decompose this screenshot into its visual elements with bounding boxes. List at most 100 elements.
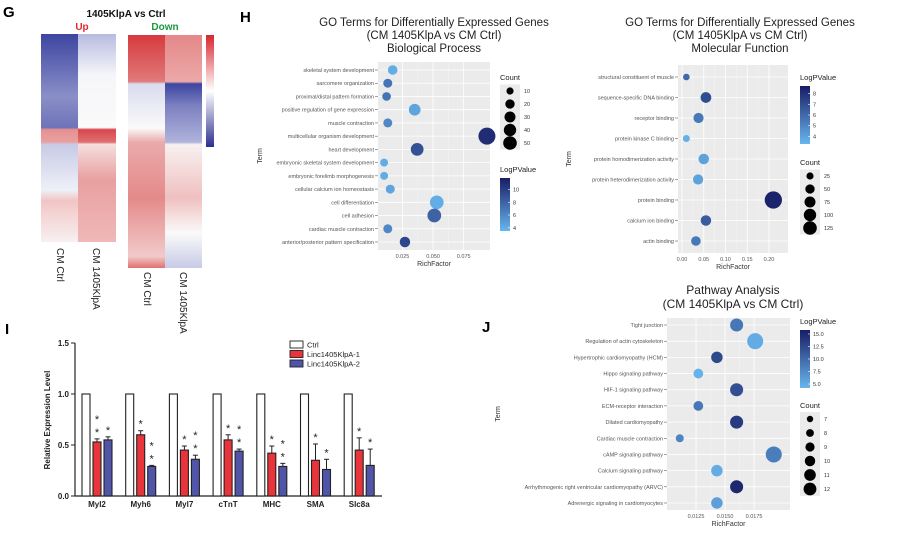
significance-star: * xyxy=(139,419,144,431)
category-label: Myl7 xyxy=(176,500,194,509)
count-legend-dot xyxy=(805,442,815,452)
bubble-point xyxy=(711,497,723,509)
term-label: HIF-1 signaling pathway xyxy=(604,388,663,394)
bar-linc1405klpa-2 xyxy=(234,450,244,497)
logp-legend-label: 7 xyxy=(813,102,816,108)
bubble-point xyxy=(747,333,764,350)
legend-swatch xyxy=(289,340,304,349)
term-label: Adrenergic signaling in cardiomyocytes xyxy=(568,501,664,507)
significance-star: * xyxy=(193,443,198,455)
panel-label-g: G xyxy=(3,4,15,21)
bubble-point xyxy=(693,112,704,124)
x-tick-label: 0.00 xyxy=(677,257,688,263)
term-label: calcium ion binding xyxy=(627,219,674,225)
bubble-point xyxy=(380,158,389,167)
logp-legend-label: 7.5 xyxy=(813,370,821,376)
term-label: proximal/distal pattern formation xyxy=(296,94,374,100)
bubble-point xyxy=(700,92,712,103)
bubble-point xyxy=(700,215,712,226)
bar-ctrl xyxy=(212,393,222,497)
count-legend-title: Count xyxy=(500,73,521,82)
bubble-point xyxy=(399,236,411,248)
chart-title: GO Terms for Differentially Expressed Ge… xyxy=(625,17,855,29)
category-label: SMA xyxy=(307,500,325,509)
x-tick-label: 0.075 xyxy=(457,254,471,260)
heatmap-colorbar xyxy=(206,35,214,147)
term-label: protein binding xyxy=(638,198,674,204)
term-label: Calcium signaling pathway xyxy=(598,469,663,475)
significance-star: * xyxy=(237,437,242,449)
bar-ctrl xyxy=(125,393,135,497)
x-tick-label: 0.025 xyxy=(396,254,410,260)
bar-linc1405klpa-2 xyxy=(365,464,375,497)
chart-title: Biological Process xyxy=(387,43,481,55)
y-tick-label: 0.5 xyxy=(58,441,70,450)
bar-linc1405klpa-2 xyxy=(278,465,288,497)
heatmap-up-label: Up xyxy=(75,22,88,33)
bubble-point xyxy=(387,65,398,75)
bubble-point xyxy=(427,208,442,223)
count-legend-dot xyxy=(504,111,516,123)
count-legend-label: 100 xyxy=(824,213,833,219)
term-label: protein kinase C binding xyxy=(615,137,674,143)
legend-label: Linc1405KlpA-1 xyxy=(307,350,360,359)
bubble-point xyxy=(691,236,701,246)
bubble-point xyxy=(383,224,393,234)
x-tick-label: 0.10 xyxy=(720,257,731,263)
term-label: Cardiac muscle contraction xyxy=(597,436,663,442)
bar-ctrl xyxy=(168,393,178,497)
x-tick-label: 0.0150 xyxy=(717,514,734,520)
term-label: anterior/posterior pattern specification xyxy=(282,240,374,246)
category-label: Myl2 xyxy=(88,500,106,509)
bubble-point xyxy=(383,78,393,88)
bubble-point xyxy=(675,434,684,443)
term-label: Hippo signaling pathway xyxy=(603,372,663,378)
heatmap-up-klpa-column xyxy=(78,34,116,242)
significance-star: * xyxy=(95,427,100,439)
bar-linc1405klpa-1 xyxy=(223,439,233,497)
mf-bubble-chart: GO Terms for Differentially Expressed Ge… xyxy=(566,17,855,271)
bubble-point xyxy=(478,127,496,145)
y-tick-label: 1.0 xyxy=(58,390,70,399)
significance-star: * xyxy=(357,426,362,438)
count-legend-dot xyxy=(806,172,814,180)
bar-linc1405klpa-1 xyxy=(354,449,364,497)
count-legend-dot xyxy=(804,455,816,467)
bar-linc1405klpa-1 xyxy=(136,434,146,497)
count-legend-dot xyxy=(805,184,815,194)
bar-linc1405klpa-2 xyxy=(103,439,113,497)
significance-star: * xyxy=(226,423,231,435)
logp-legend-label: 5.0 xyxy=(813,382,821,388)
bubble-point xyxy=(693,401,704,411)
count-legend-label: 8 xyxy=(824,431,827,437)
term-label: cell adhesion xyxy=(342,214,374,220)
term-label: multicellular organism development xyxy=(288,134,375,140)
count-legend-label: 50 xyxy=(824,187,830,193)
term-label: embryonic skeletal system development xyxy=(276,161,374,167)
chart-title: Molecular Function xyxy=(691,43,788,55)
term-label: muscle contraction xyxy=(328,121,374,127)
term-label: receptor binding xyxy=(635,116,674,122)
heatmap-down-label: Down xyxy=(151,22,178,33)
significance-star: * xyxy=(324,447,329,459)
count-legend-dot xyxy=(804,196,816,208)
term-label: heart development xyxy=(328,147,374,153)
plot-panel xyxy=(667,318,790,510)
panel-label-i: I xyxy=(5,321,9,338)
bubble-point xyxy=(698,153,710,165)
legend-swatch xyxy=(289,350,304,358)
logp-legend-label: 10 xyxy=(513,187,519,193)
bubble-point xyxy=(693,368,704,379)
count-legend-title: Count xyxy=(800,401,821,410)
chart-title: Pathway Analysis xyxy=(686,283,779,297)
count-legend-dot xyxy=(503,136,517,150)
term-label: cAMP signaling pathway xyxy=(603,452,663,458)
legend-label: Linc1405KlpA-2 xyxy=(307,360,360,369)
bubble-point xyxy=(429,195,444,210)
pathway-bubble-chart: Pathway Analysis(CM 1405KlpA vs CM Ctrl)… xyxy=(495,283,836,528)
term-label: Regulation of actin cytoskeleton xyxy=(585,339,663,345)
chart-title: GO Terms for Differentially Expressed Ge… xyxy=(319,17,549,29)
significance-star: * xyxy=(281,451,286,463)
logp-colorbar xyxy=(800,330,810,388)
